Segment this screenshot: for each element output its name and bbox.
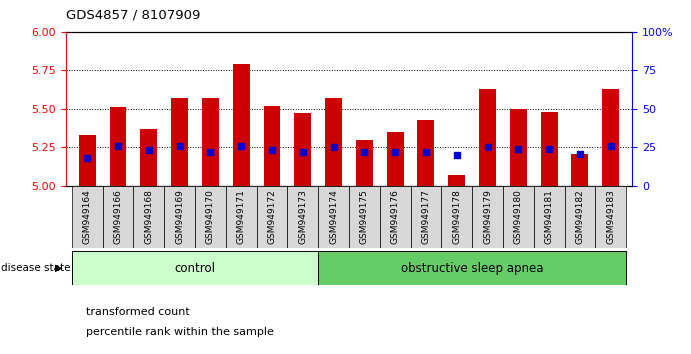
Text: GSM949179: GSM949179 [483, 189, 492, 244]
Bar [533, 186, 565, 248]
Text: percentile rank within the sample: percentile rank within the sample [86, 327, 274, 337]
Bar [164, 186, 195, 248]
Bar [479, 89, 496, 186]
Text: GSM949170: GSM949170 [206, 189, 215, 244]
Bar [226, 186, 256, 248]
Bar [380, 186, 410, 248]
Bar [195, 186, 226, 248]
Bar [442, 186, 472, 248]
Text: GSM949168: GSM949168 [144, 189, 153, 244]
Text: GSM949173: GSM949173 [299, 189, 307, 244]
Text: disease state: disease state [1, 263, 71, 273]
Bar [318, 186, 349, 248]
Text: GSM949174: GSM949174 [329, 189, 338, 244]
Bar [133, 186, 164, 248]
Bar [596, 186, 626, 248]
Bar [503, 186, 533, 248]
Bar [287, 186, 318, 248]
Text: GSM949175: GSM949175 [360, 189, 369, 244]
Bar [263, 106, 281, 186]
Bar [102, 186, 133, 248]
Text: GSM949183: GSM949183 [606, 189, 615, 244]
Bar [233, 64, 249, 186]
Bar [472, 186, 503, 248]
Bar [565, 186, 596, 248]
Text: ▶: ▶ [55, 263, 63, 273]
Text: GSM949181: GSM949181 [545, 189, 553, 244]
Bar [256, 186, 287, 248]
Bar [202, 98, 219, 186]
Text: GDS4857 / 8107909: GDS4857 / 8107909 [66, 8, 200, 21]
Bar [140, 129, 158, 186]
Bar [387, 132, 404, 186]
Bar [325, 98, 342, 186]
Text: GSM949180: GSM949180 [514, 189, 523, 244]
Bar [349, 186, 380, 248]
Bar [410, 186, 442, 248]
Bar [110, 107, 126, 186]
Text: GSM949169: GSM949169 [175, 189, 184, 244]
Bar [72, 251, 318, 285]
Bar [540, 112, 558, 186]
Text: transformed count: transformed count [86, 307, 190, 318]
Text: GSM949171: GSM949171 [237, 189, 246, 244]
Text: GSM949176: GSM949176 [390, 189, 399, 244]
Bar [448, 175, 465, 186]
Text: GSM949166: GSM949166 [113, 189, 122, 244]
Bar [72, 186, 102, 248]
Bar [171, 98, 188, 186]
Text: GSM949172: GSM949172 [267, 189, 276, 244]
Text: GSM949178: GSM949178 [452, 189, 461, 244]
Bar [318, 251, 626, 285]
Text: obstructive sleep apnea: obstructive sleep apnea [401, 262, 543, 275]
Text: GSM949164: GSM949164 [83, 189, 92, 244]
Bar [571, 154, 588, 186]
Text: GSM949177: GSM949177 [422, 189, 430, 244]
Text: GSM949182: GSM949182 [576, 189, 585, 244]
Bar [417, 120, 435, 186]
Bar [79, 135, 95, 186]
Bar [603, 89, 619, 186]
Bar [294, 114, 311, 186]
Bar [510, 109, 527, 186]
Text: control: control [175, 262, 216, 275]
Bar [356, 140, 373, 186]
